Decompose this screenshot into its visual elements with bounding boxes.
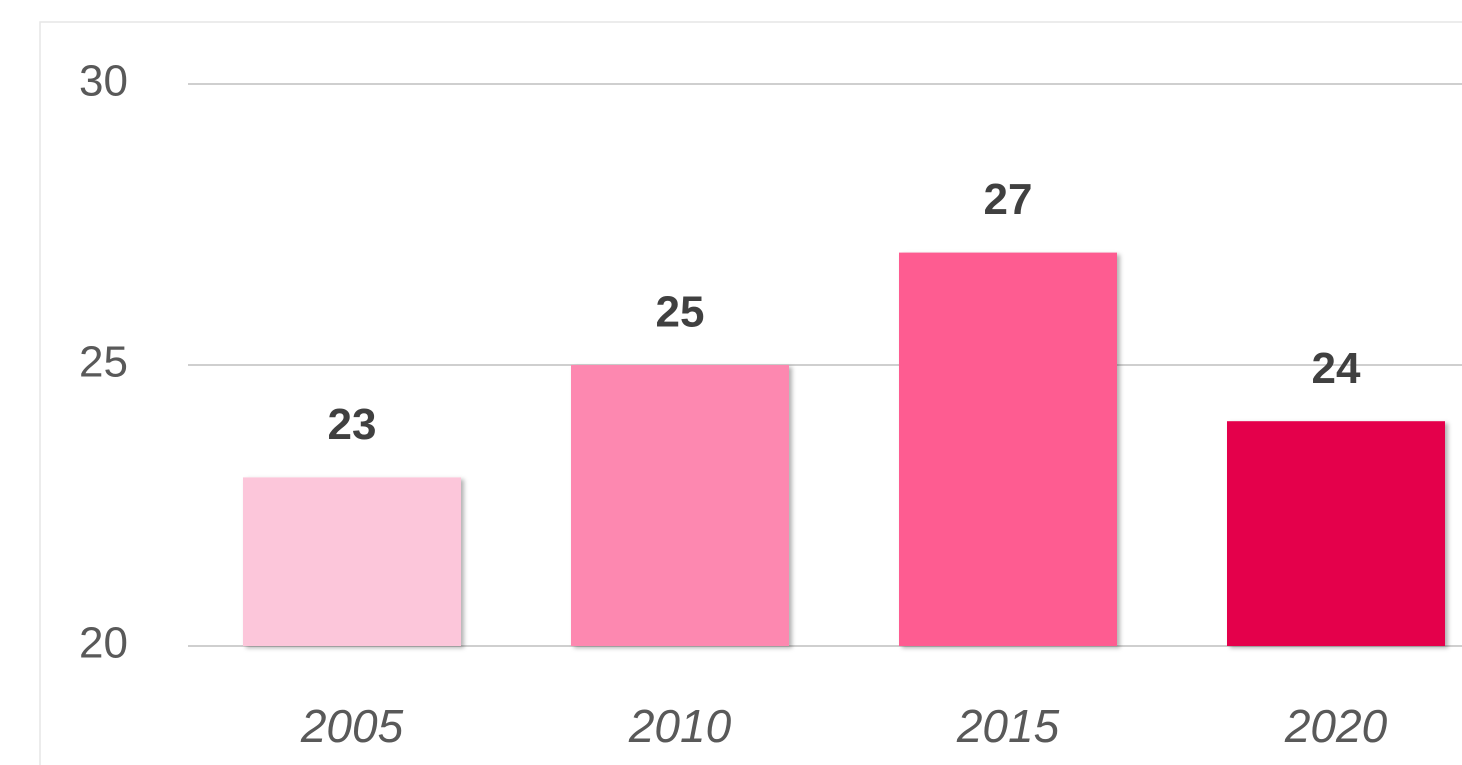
bar <box>899 252 1117 646</box>
y-tick-label: 30 <box>79 57 128 106</box>
data-label: 24 <box>1312 344 1361 393</box>
y-tick-label: 25 <box>79 338 128 387</box>
data-label: 27 <box>984 175 1033 224</box>
y-tick-label: 20 <box>79 619 128 668</box>
x-tick-label: 2010 <box>628 700 732 752</box>
bar <box>571 365 789 646</box>
x-tick-label: 2015 <box>956 700 1060 752</box>
chart-border <box>39 21 1462 765</box>
data-label: 23 <box>328 400 377 449</box>
bar <box>243 477 461 646</box>
bar <box>1227 421 1445 646</box>
x-tick-label: 2005 <box>300 700 404 752</box>
data-label: 25 <box>656 288 705 337</box>
x-tick-label: 2020 <box>1284 700 1388 752</box>
